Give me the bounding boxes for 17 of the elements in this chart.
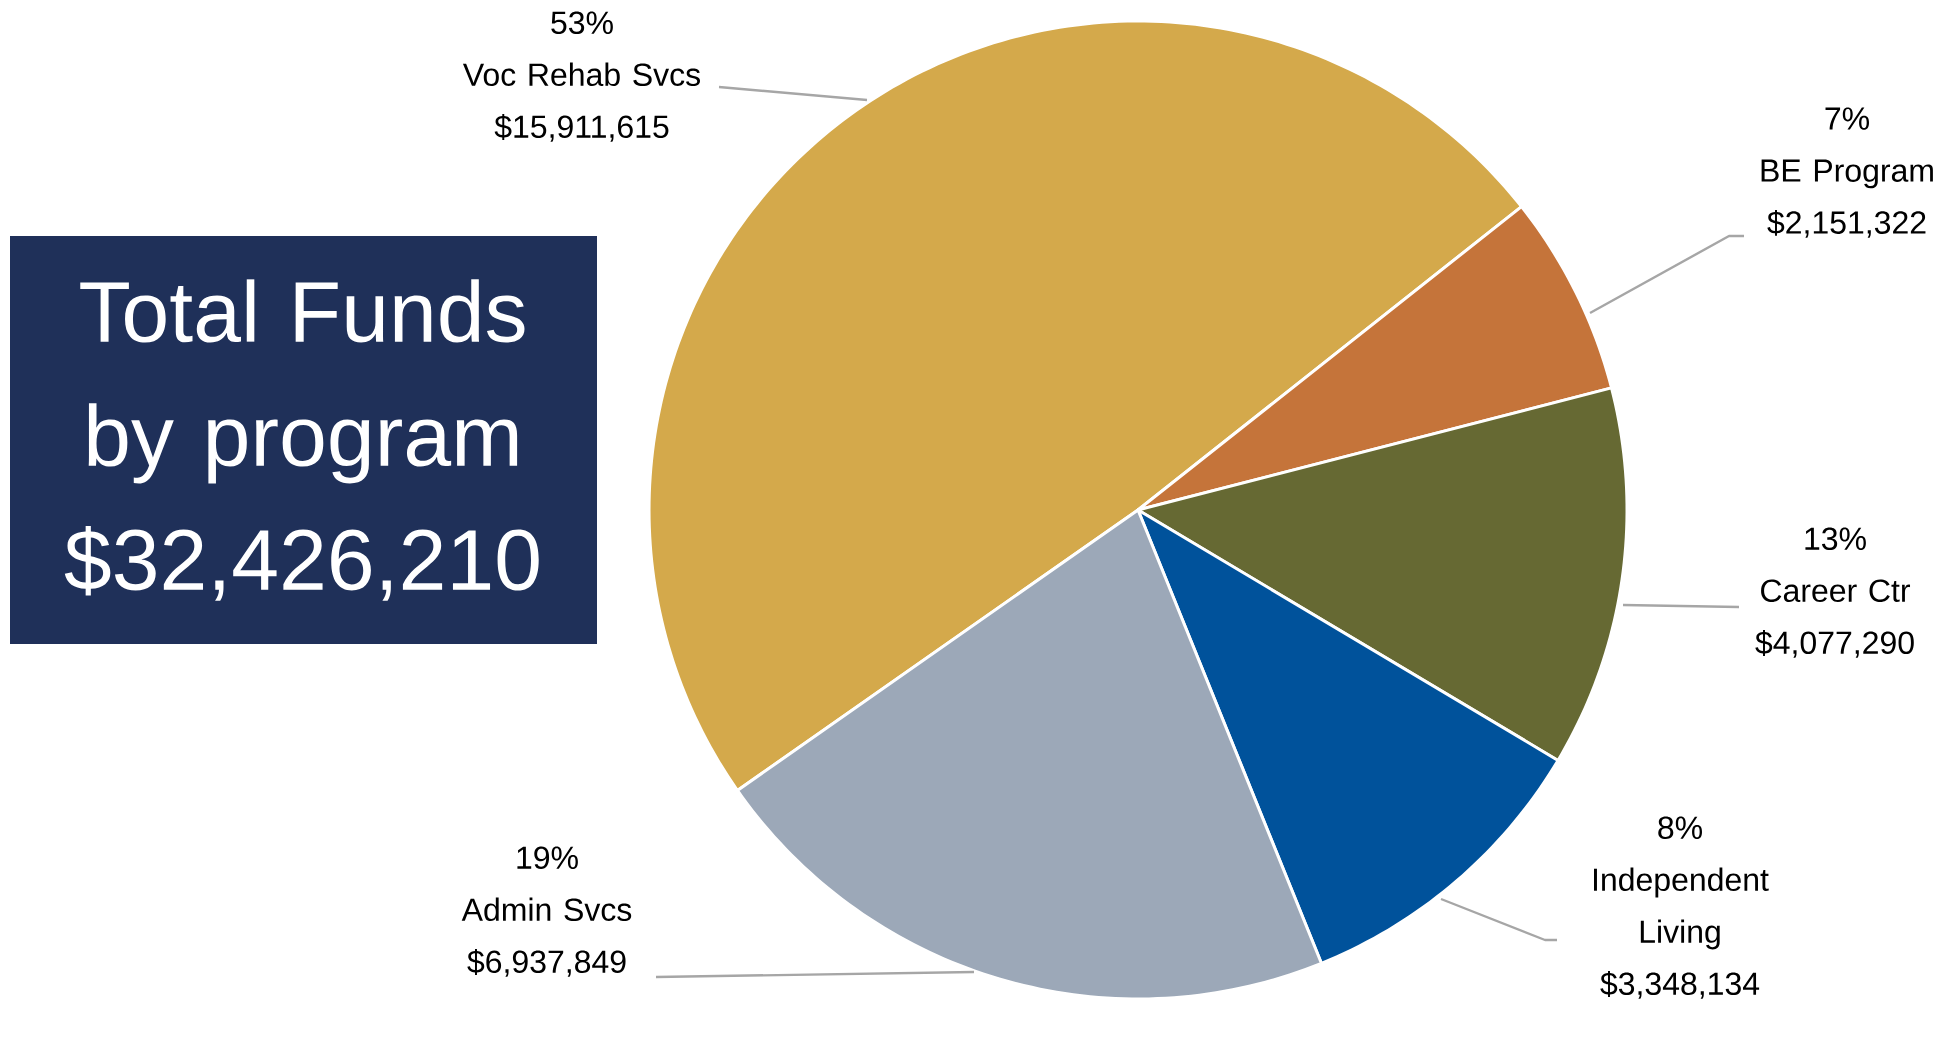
slice-label: Independent Living [1593,867,1769,950]
text: 13% [1805,527,1866,551]
data-label: $6,937,849 [467,949,626,977]
text: 7% [1825,107,1869,130]
data-label: $4,077,290 [1755,630,1914,658]
text: 19% [517,846,578,870]
slice-label: Voc Rehab Svcs [462,62,700,87]
data-label: $3,348,134 [1600,971,1760,999]
text: 53% [551,11,613,35]
data-label: $2,151,322 [1767,209,1926,238]
text: 8% [1658,816,1702,840]
slice-label: Career Ctr [1761,579,1911,603]
data-label: $15,911,615 [494,114,669,142]
slice-label: Admin Svcs [461,897,632,922]
text: Total Funds by program [80,279,525,484]
slice-label: BE Program [1761,159,1933,189]
text: $32,426,210 [64,525,539,601]
